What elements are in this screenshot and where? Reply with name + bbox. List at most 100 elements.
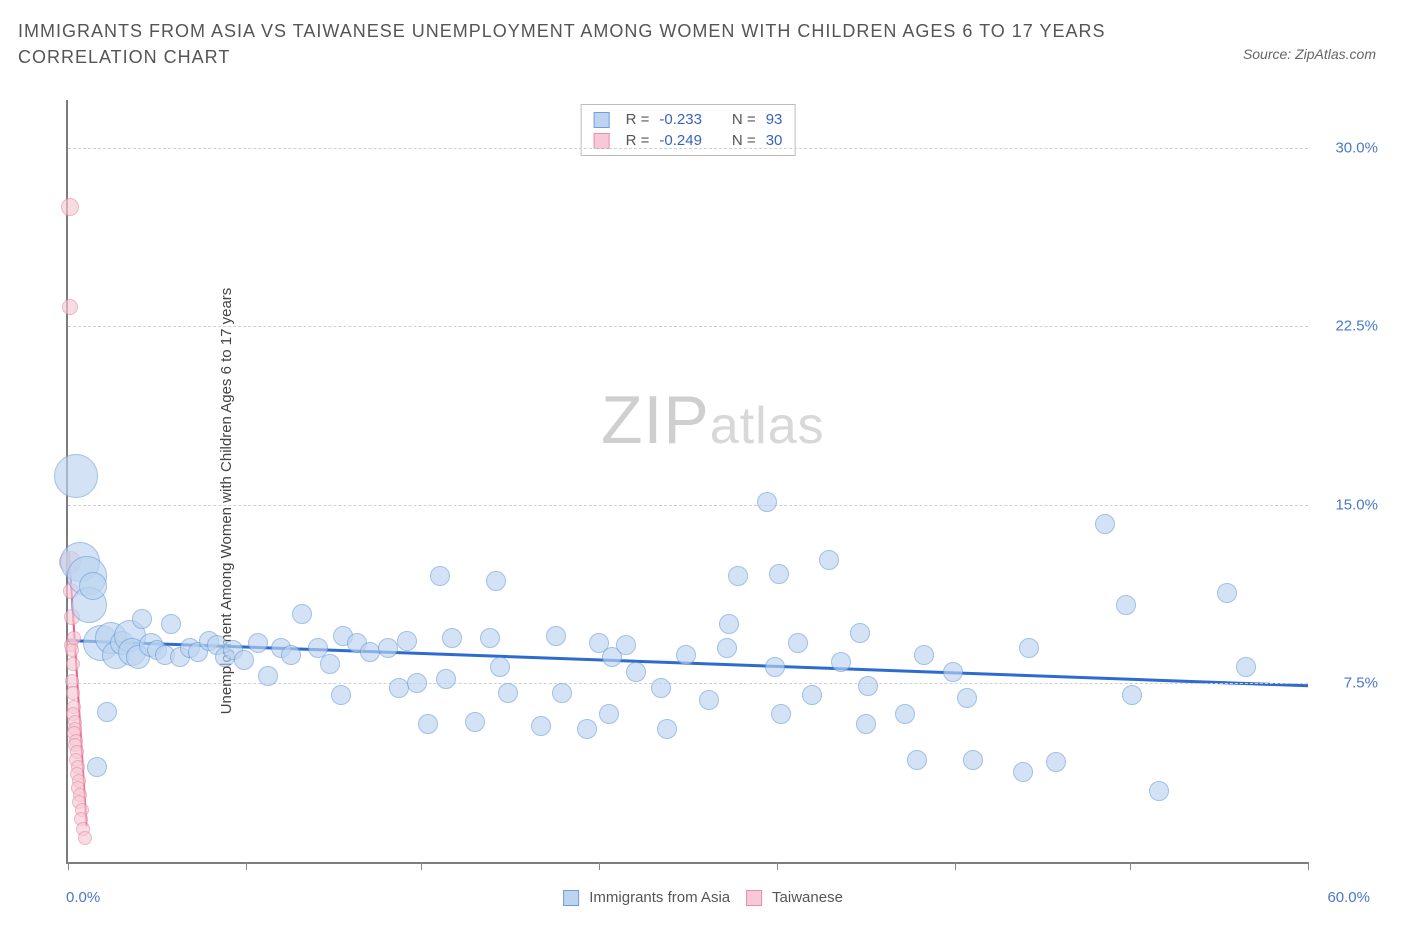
data-point-asia [788,633,808,653]
data-point-asia [616,635,636,655]
x-tick [1130,862,1131,870]
swatch-taiwanese-icon [746,890,762,906]
data-point-asia [856,714,876,734]
data-point-asia [599,704,619,724]
source-attribution: Source: ZipAtlas.com [1243,18,1376,62]
chart-container: Unemployment Among Women with Children A… [18,90,1388,912]
data-point-taiwanese [66,686,80,700]
data-point-asia [676,645,696,665]
data-point-asia [1046,752,1066,772]
data-point-asia [1236,657,1256,677]
chart-title: IMMIGRANTS FROM ASIA VS TAIWANESE UNEMPL… [18,18,1118,70]
x-axis-max-label: 60.0% [1327,889,1370,906]
data-point-asia [914,645,934,665]
n-label: N = [732,132,756,149]
legend-label-asia: Immigrants from Asia [589,889,730,906]
data-point-asia [577,719,597,739]
data-point-asia [397,631,417,651]
data-point-asia [699,690,719,710]
x-tick [68,862,69,870]
data-point-asia [769,564,789,584]
data-point-asia [1116,595,1136,615]
data-point-asia [719,614,739,634]
plot-area: ZIPatlas R = -0.233 N = 93 R = -0.249 N … [66,100,1308,864]
trend-lines [68,100,1308,862]
y-tick-label: 30.0% [1335,139,1378,156]
data-point-asia [442,628,462,648]
legend-item-asia: Immigrants from Asia [563,889,730,906]
data-point-asia [418,714,438,734]
data-point-asia [819,550,839,570]
data-point-asia [1095,514,1115,534]
data-point-asia [132,609,152,629]
data-point-asia [831,652,851,672]
data-point-asia [407,673,427,693]
y-tick-label: 22.5% [1335,318,1378,335]
data-point-asia [281,645,301,665]
data-point-asia [320,654,340,674]
data-point-asia [1019,638,1039,658]
data-point-asia [943,662,963,682]
data-point-asia [490,657,510,677]
data-point-taiwanese [67,631,81,645]
swatch-taiwanese-icon [594,133,610,149]
data-point-asia [657,719,677,739]
data-point-taiwanese [62,299,78,315]
x-tick [421,862,422,870]
x-axis-min-label: 0.0% [66,889,100,906]
data-point-asia [552,683,572,703]
y-tick-label: 15.0% [1335,496,1378,513]
data-point-asia [717,638,737,658]
data-point-asia [97,702,117,722]
data-point-asia [728,566,748,586]
x-tick [955,862,956,870]
r-label: R = [626,132,650,149]
data-point-asia [1217,583,1237,603]
data-point-asia [957,688,977,708]
gridline-h [68,505,1308,506]
data-point-asia [802,685,822,705]
n-value-asia: 93 [766,111,783,128]
watermark-zip: ZIP [601,382,710,458]
data-point-asia [757,492,777,512]
watermark-atlas: atlas [710,397,825,455]
x-tick [246,862,247,870]
data-point-asia [546,626,566,646]
data-point-asia [79,572,107,600]
data-point-asia [436,669,456,689]
data-point-asia [498,683,518,703]
data-point-taiwanese [78,831,92,845]
gridline-h [68,148,1308,149]
stats-row-asia: R = -0.233 N = 93 [594,109,783,130]
watermark: ZIPatlas [601,381,825,459]
data-point-asia [161,614,181,634]
data-point-asia [858,676,878,696]
data-point-asia [248,633,268,653]
data-point-asia [292,604,312,624]
data-point-asia [486,571,506,591]
swatch-asia-icon [563,890,579,906]
data-point-asia [895,704,915,724]
data-point-asia [54,454,98,498]
data-point-asia [331,685,351,705]
data-point-asia [258,666,278,686]
data-point-taiwanese [65,643,79,657]
data-point-asia [1122,685,1142,705]
series-legend: Immigrants from Asia Taiwanese [563,889,843,906]
swatch-asia-icon [594,112,610,128]
data-point-asia [850,623,870,643]
data-point-asia [87,757,107,777]
data-point-asia [234,650,254,670]
data-point-asia [389,678,409,698]
data-point-asia [1013,762,1033,782]
data-point-asia [626,662,646,682]
r-label: R = [626,111,650,128]
data-point-taiwanese [66,657,80,671]
data-point-asia [907,750,927,770]
data-point-asia [765,657,785,677]
data-point-taiwanese [61,198,79,216]
r-value-asia: -0.233 [659,111,702,128]
data-point-asia [771,704,791,724]
data-point-asia [1149,781,1169,801]
r-value-taiwanese: -0.249 [659,132,702,149]
